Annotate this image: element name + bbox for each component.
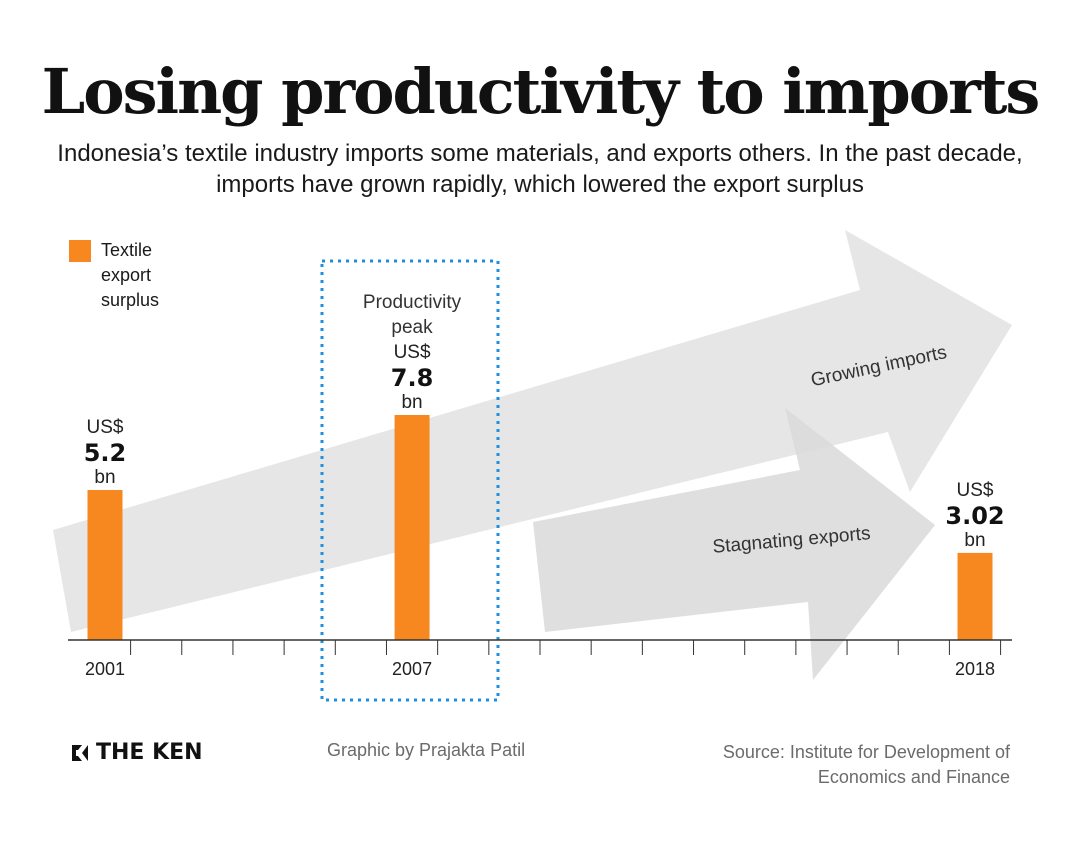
- bar-value-2001: 5.2: [84, 439, 127, 467]
- bar-label-prefix-2018: US$: [957, 480, 994, 501]
- brand-name: THE KEN: [96, 740, 203, 765]
- growing-imports-arrow: [53, 230, 1012, 632]
- stagnating-exports-arrow: [533, 408, 935, 680]
- bar-label-suffix-2007: bn: [401, 392, 422, 413]
- peak-label-line2: peak: [391, 317, 433, 338]
- bar-value-2018: 3.02: [945, 502, 1004, 530]
- graphic-credit: Graphic by Prajakta Patil: [327, 740, 526, 760]
- ken-logo-icon: [72, 744, 88, 761]
- chart-subtitle: Indonesia’s textile industry imports som…: [57, 140, 1023, 198]
- bar-2018: [957, 552, 993, 640]
- chart-title: Losing productivity to imports: [41, 55, 1041, 128]
- legend: Textile export surplus: [69, 238, 191, 313]
- peak-label-line1: Productivity: [363, 292, 462, 313]
- bar-label-prefix-2007: US$: [394, 342, 431, 363]
- bar-label-suffix-2018: bn: [964, 530, 985, 551]
- x-tick-label-2007: 2007: [392, 659, 432, 679]
- bar-label-suffix-2001: bn: [94, 467, 115, 488]
- peak-highlight-box: [320, 259, 500, 702]
- x-tick-label-2018: 2018: [955, 659, 995, 679]
- bar-2001: [87, 490, 123, 640]
- bar-value-2007: 7.8: [391, 364, 434, 392]
- legend-swatch: [69, 240, 91, 262]
- legend-label: Textile export surplus: [101, 240, 160, 310]
- bar-label-prefix-2001: US$: [87, 417, 124, 438]
- x-ticks: [130, 640, 1002, 655]
- x-tick-label-2001: 2001: [85, 659, 125, 679]
- source-note: Source: Institute for Development of Eco…: [722, 742, 1010, 787]
- brand-logo: THE KEN: [70, 740, 203, 765]
- bar-2007: [394, 415, 430, 640]
